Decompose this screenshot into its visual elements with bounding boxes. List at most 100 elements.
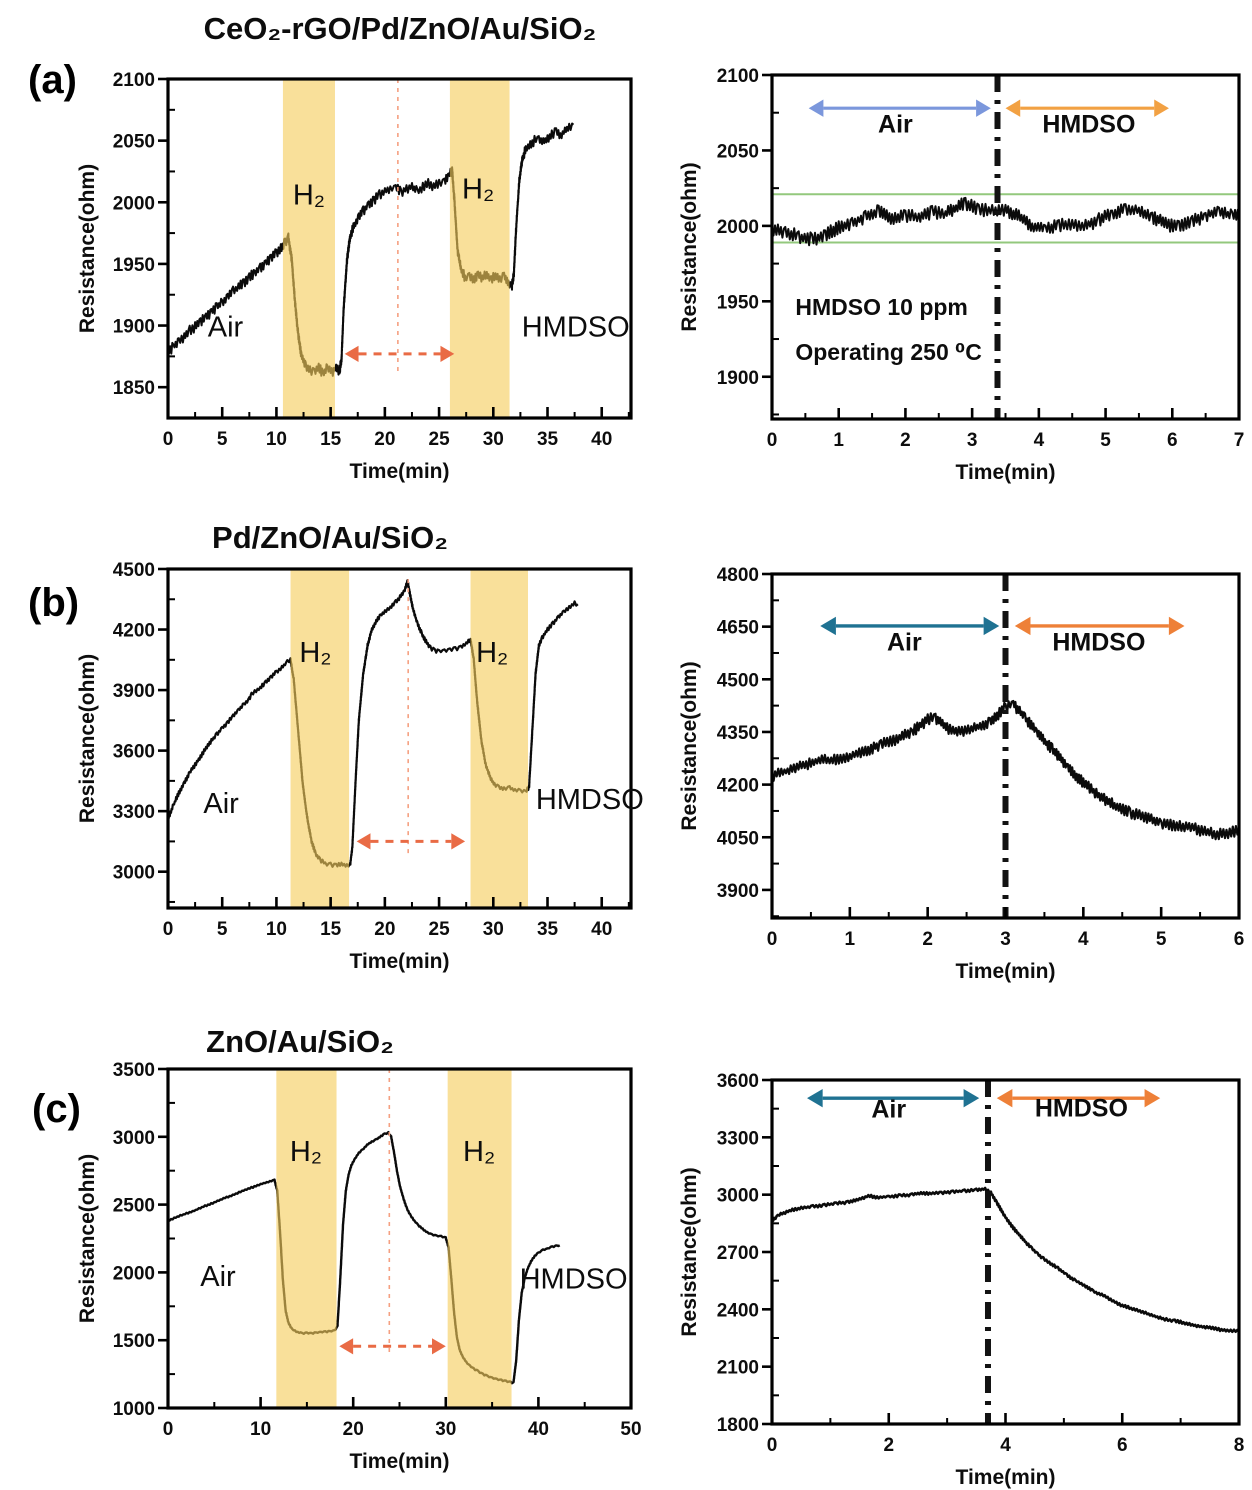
resistance-trace bbox=[771, 196, 1240, 247]
x-tick-label: 4 bbox=[1000, 1435, 1011, 1456]
y-tick-label: 1850 bbox=[113, 378, 155, 399]
chart-c-left-full-cycle: 0 10 20 30 40 50 1000 1500 2000 2500 3000 3500 Time(… bbox=[76, 1060, 642, 1473]
resistance-trace bbox=[770, 699, 1241, 841]
x-axis-label: Time(min) bbox=[956, 960, 1056, 983]
x-axis: 0 1 2 3 4 5 6 bbox=[767, 907, 1245, 950]
arrow-head-left bbox=[344, 345, 359, 362]
y-tick-label: 1000 bbox=[113, 1399, 155, 1420]
x-tick-label: 0 bbox=[767, 1435, 778, 1456]
x-axis-label: Time(min) bbox=[350, 1450, 450, 1473]
x-tick-label: 0 bbox=[163, 1419, 174, 1440]
y-tick-label: 1950 bbox=[717, 292, 759, 313]
hmdso-label: HMDSO bbox=[1035, 1094, 1128, 1122]
y-tick-label: 2400 bbox=[717, 1300, 759, 1321]
x-tick-label: 15 bbox=[320, 919, 342, 940]
x-tick-label: 5 bbox=[1100, 430, 1111, 451]
hmdso-label: HMDSO bbox=[1052, 629, 1145, 657]
y-tick-label: 1950 bbox=[113, 255, 155, 276]
x-axis-label: Time(min) bbox=[956, 461, 1056, 484]
arrow-head-right bbox=[432, 1338, 446, 1355]
axis-frame bbox=[166, 567, 633, 910]
air-label: Air bbox=[203, 788, 239, 820]
chart-title-c: ZnO/Au/SiO₂ bbox=[206, 1024, 394, 1059]
air-label: Air bbox=[208, 312, 244, 344]
y-tick-label: 2050 bbox=[717, 141, 759, 162]
x-axis: 0 5 10 15 20 25 30 35 40 bbox=[163, 407, 630, 450]
x-tick-label: 5 bbox=[217, 429, 228, 450]
x-tick-label: 6 bbox=[1117, 1435, 1128, 1456]
y-tick-label: 3600 bbox=[717, 1071, 759, 1092]
x-tick-label: 6 bbox=[1234, 929, 1245, 950]
axis-frame bbox=[770, 73, 1241, 421]
y-axis-label: Resistance(ohm) bbox=[678, 1167, 701, 1336]
h2-label: H₂ bbox=[299, 637, 331, 669]
chart-c-right-hmdso-switch: 0 2 4 6 8 1800 2100 2400 2700 3000 3300 3600 Time(mi… bbox=[678, 1071, 1244, 1489]
x-tick-label: 5 bbox=[217, 919, 228, 940]
y-axis-label: Resistance(ohm) bbox=[76, 164, 99, 333]
x-tick-label: 1 bbox=[845, 929, 856, 950]
hmdso-label: HMDSO bbox=[522, 312, 630, 344]
y-tick-label: 4650 bbox=[717, 618, 759, 639]
x-tick-label: 3 bbox=[1000, 929, 1011, 950]
chart-a-right-hmdso-switch: 0 1 2 3 4 5 6 7 1900 1950 2000 2050 2100 Time(min) Res… bbox=[678, 66, 1245, 484]
air-arrow bbox=[808, 99, 991, 117]
y-tick-label: 4350 bbox=[717, 723, 759, 744]
chart-b-right-hmdso-switch: 0 1 2 3 4 5 6 3900 4050 4200 4350 4500 4650 4800 Time(… bbox=[678, 565, 1245, 983]
y-tick-label: 3000 bbox=[717, 1186, 759, 1207]
x-axis: 0 10 20 30 40 50 bbox=[163, 1397, 642, 1440]
arrow-head-right bbox=[963, 1088, 980, 1108]
arrow-head-left bbox=[1005, 99, 1021, 117]
axis-frame bbox=[770, 1078, 1241, 1426]
y-tick-label: 2000 bbox=[717, 217, 759, 238]
y-tick-label: 3900 bbox=[113, 681, 155, 702]
h2-label: H₂ bbox=[476, 637, 508, 669]
panel-label-c: (c) bbox=[32, 1087, 81, 1131]
y-tick-label: 2500 bbox=[113, 1196, 155, 1217]
panel-label-a: (a) bbox=[28, 58, 77, 102]
chart-title-a: CeO₂-rGO/Pd/ZnO/Au/SiO₂ bbox=[203, 11, 597, 46]
x-tick-label: 3 bbox=[967, 430, 978, 451]
x-tick-label: 40 bbox=[591, 429, 612, 450]
x-tick-label: 30 bbox=[435, 1419, 456, 1440]
y-tick-label: 4800 bbox=[717, 565, 759, 586]
y-axis: 1800 2100 2400 2700 3000 3300 3600 bbox=[717, 1071, 779, 1436]
h2-label: H₂ bbox=[462, 174, 494, 206]
hmdso-arrow bbox=[1005, 99, 1169, 117]
h2-exposure-band bbox=[276, 1069, 337, 1408]
y-tick-label: 3500 bbox=[113, 1060, 155, 1081]
y-tick-label: 1500 bbox=[113, 1331, 155, 1352]
y-tick-label: 2000 bbox=[113, 193, 155, 214]
arrow-head-right bbox=[440, 345, 455, 362]
y-tick-label: 1800 bbox=[717, 1415, 759, 1436]
recovery-window-arrow bbox=[356, 833, 466, 850]
x-tick-label: 0 bbox=[767, 929, 778, 950]
y-tick-label: 1900 bbox=[717, 368, 759, 389]
y-axis: 1900 1950 2000 2050 2100 bbox=[717, 66, 779, 416]
x-tick-label: 35 bbox=[537, 919, 559, 940]
y-tick-label: 3900 bbox=[717, 881, 759, 902]
y-tick-label: 4500 bbox=[717, 670, 759, 691]
arrow-head-right bbox=[1154, 99, 1169, 117]
x-tick-label: 10 bbox=[266, 919, 287, 940]
x-tick-label: 4 bbox=[1034, 430, 1045, 451]
hmdso-label: HMDSO bbox=[1042, 110, 1135, 138]
y-tick-label: 3300 bbox=[113, 802, 155, 823]
y-tick-label: 3000 bbox=[113, 863, 155, 884]
arrow-head-left bbox=[356, 833, 371, 850]
air-label: Air bbox=[887, 629, 922, 657]
x-tick-label: 5 bbox=[1156, 929, 1167, 950]
air-label: Air bbox=[200, 1261, 236, 1293]
h2-exposure-band bbox=[447, 1069, 512, 1408]
x-tick-label: 35 bbox=[537, 429, 559, 450]
y-tick-label: 4200 bbox=[717, 776, 759, 797]
arrow-head-right bbox=[1144, 1088, 1161, 1108]
arrow-head-right bbox=[983, 616, 1000, 636]
x-tick-label: 7 bbox=[1234, 430, 1245, 451]
x-tick-label: 1 bbox=[833, 430, 844, 451]
air-arrow bbox=[820, 616, 1000, 636]
operating-temp-label: Operating 250 ⁰C bbox=[795, 339, 981, 365]
h2-label: H₂ bbox=[290, 1136, 322, 1168]
arrow-head-left bbox=[808, 99, 824, 117]
x-tick-label: 2 bbox=[922, 929, 933, 950]
